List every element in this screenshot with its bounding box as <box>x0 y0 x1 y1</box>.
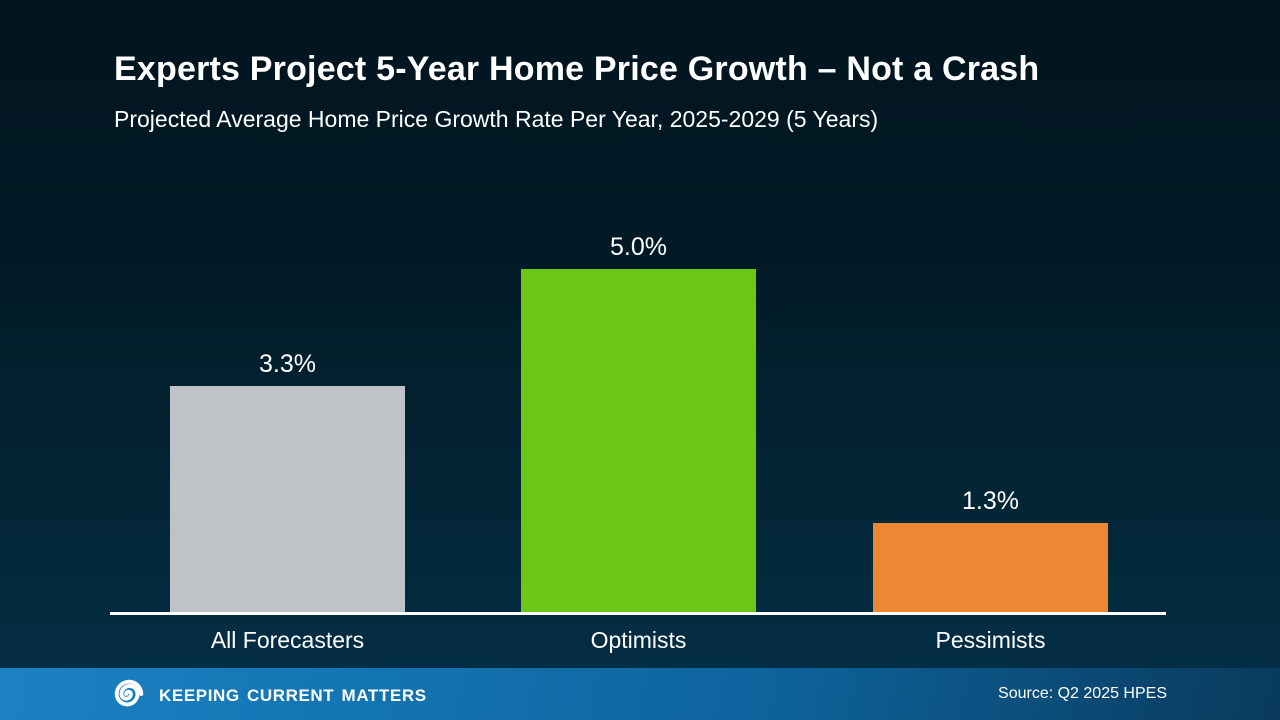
bar-value-label-pessimists: 1.3% <box>962 487 1019 515</box>
x-axis-line <box>110 612 1166 615</box>
source-citation: Source: Q2 2025 HPES <box>998 685 1167 702</box>
bar-group-all-forecasters: 3.3% <box>170 350 405 612</box>
category-label-pessimists: Pessimists <box>935 627 1046 653</box>
bar-group-optimists: 5.0% <box>521 233 756 612</box>
category-label-optimists: Optimists <box>590 627 687 653</box>
footer-bar: Keeping Current Matters Source: Q2 2025 … <box>0 668 1280 720</box>
kcm-swirl-logo-icon <box>114 679 144 707</box>
category-label-all-forecasters: All Forecasters <box>210 627 365 653</box>
bar-all-forecasters <box>170 386 405 612</box>
page-title: Experts Project 5-Year Home Price Growth… <box>114 50 1040 88</box>
bar-group-pessimists: 1.3% <box>873 487 1108 612</box>
bar-pessimists <box>873 523 1108 612</box>
bar-value-label-optimists: 5.0% <box>610 233 667 261</box>
brand-lockup: Keeping Current Matters <box>112 677 427 711</box>
bar-optimists <box>521 269 756 612</box>
page-subtitle: Projected Average Home Price Growth Rate… <box>114 106 879 132</box>
brand-name: Keeping Current Matters <box>159 680 427 707</box>
bar-value-label-all-forecasters: 3.3% <box>259 350 316 378</box>
